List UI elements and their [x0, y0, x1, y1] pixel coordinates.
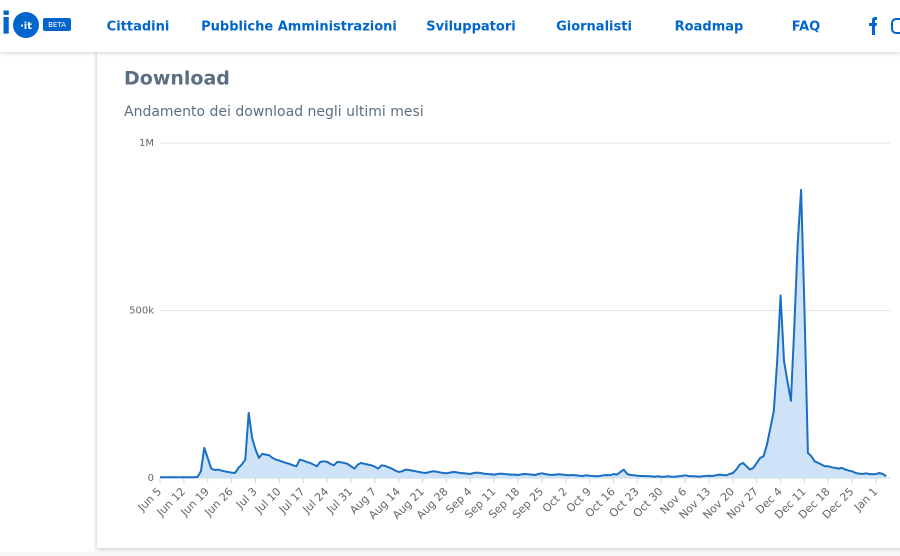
- nav-link[interactable]: FAQ: [792, 20, 821, 35]
- badge: BETA: [48, 21, 66, 29]
- nav-link[interactable]: Sviluppatori: [426, 20, 515, 35]
- y-tick-label: 1M: [139, 138, 154, 149]
- chart-subtitle: Andamento dei download negli ultimi mesi: [124, 104, 424, 120]
- line: [160, 188, 887, 479]
- logo-circle: [13, 12, 39, 38]
- nav-link[interactable]: Roadmap: [675, 20, 744, 35]
- side: [0, 0, 95, 552]
- y-tick-label: 0: [148, 473, 154, 484]
- instagram-icon[interactable]: [891, 18, 900, 34]
- facebook-icon[interactable]: [869, 17, 877, 35]
- nav-link[interactable]: Pubbliche Amministrazioni: [201, 20, 397, 35]
- chart-title: Download: [124, 68, 230, 90]
- badge-bg: [43, 18, 71, 31]
- y-tick-label: 500k: [129, 306, 154, 317]
- nav-link[interactable]: Giornalisti: [556, 20, 632, 35]
- nav-link[interactable]: Cittadini: [107, 20, 170, 35]
- logo[interactable]: i: [1, 7, 11, 42]
- header: [0, 0, 900, 52]
- logo-suffix: ·it: [20, 21, 32, 32]
